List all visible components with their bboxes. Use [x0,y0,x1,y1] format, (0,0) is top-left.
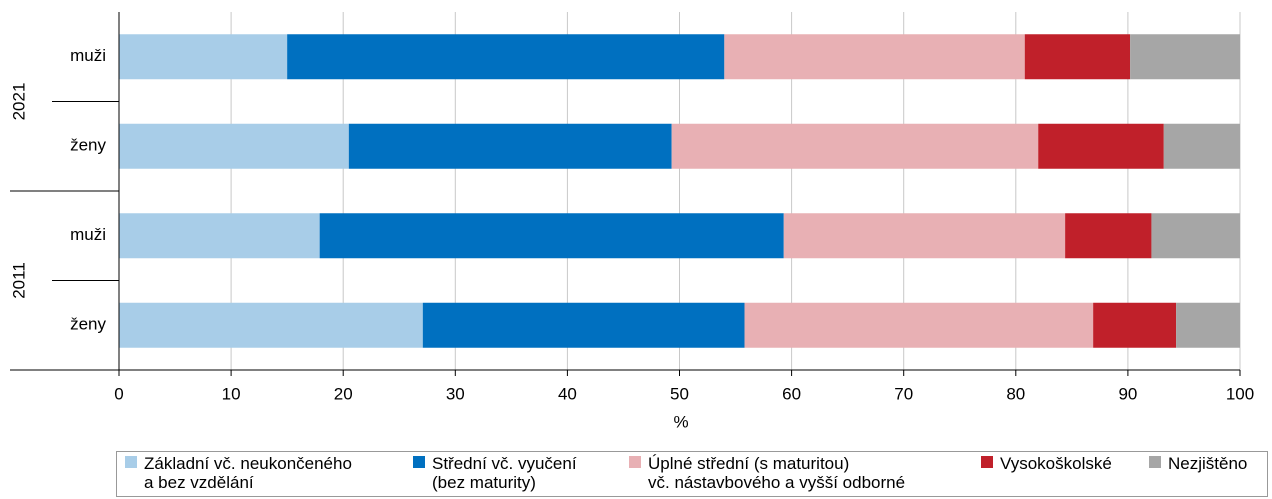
legend-label: Vysokoškolské [1000,454,1112,473]
bar-segment [1130,34,1240,80]
bar-segment [119,213,320,259]
x-tick-label: 100 [1226,384,1254,403]
group-label: 2011 [9,262,28,299]
bar-segment [724,34,1025,80]
bar-segment [1163,123,1240,169]
group-label: 2021 [9,83,28,121]
bar-segment [744,302,1094,348]
x-tick-label: 70 [894,384,913,403]
x-tick-label: 20 [334,384,353,403]
bar-segment [783,213,1066,259]
x-tick-label: 50 [670,384,689,403]
legend-swatch [413,456,425,468]
bar-segment [119,34,288,80]
legend: Základní vč. neukončeného a bez vzdělání… [116,451,1268,497]
bar-segment [1024,34,1131,80]
x-tick-label: 30 [446,384,465,403]
chart: % 0 10 20 30 40 50 60 70 80 90 100 muži ženy muži ženy… [9,12,1254,431]
y-tick-label: ženy [70,315,106,334]
x-axis-label: % [673,412,688,431]
bar-segment [671,123,1039,169]
bar-segment [1065,213,1152,259]
legend-label: Základní vč. neukončeného a bez vzdělání [144,454,352,492]
bar-segment [1038,123,1164,169]
y-tick-label: muži [70,225,106,244]
bar-segment [348,123,672,169]
legend-swatch [629,456,641,468]
x-tick-label: 90 [1118,384,1137,403]
x-tick-label: 40 [558,384,577,403]
legend-swatch [1149,456,1161,468]
bar-segment [119,302,423,348]
bar-segment [1176,302,1240,348]
x-tick-label: 10 [222,384,241,403]
bar-segment [319,213,784,259]
bar-segment [422,302,745,348]
legend-swatch [125,456,137,468]
y-tick-label: ženy [70,136,106,155]
x-tick-label: 80 [1006,384,1025,403]
bar-segment [287,34,725,80]
legend-label: Úplné střední (s maturitou) vč. nástavbo… [648,454,906,492]
legend-label: Střední vč. vyučení (bez maturity) [432,454,577,492]
bar-segment [119,123,349,169]
y-tick-label: muži [70,46,106,65]
legend-swatch [981,456,993,468]
legend-label: Nezjištěno [1168,454,1248,473]
x-tick-label: 0 [114,384,123,403]
x-tick-label: 60 [782,384,801,403]
bar-segment [1093,302,1177,348]
bar-segment [1151,213,1240,259]
